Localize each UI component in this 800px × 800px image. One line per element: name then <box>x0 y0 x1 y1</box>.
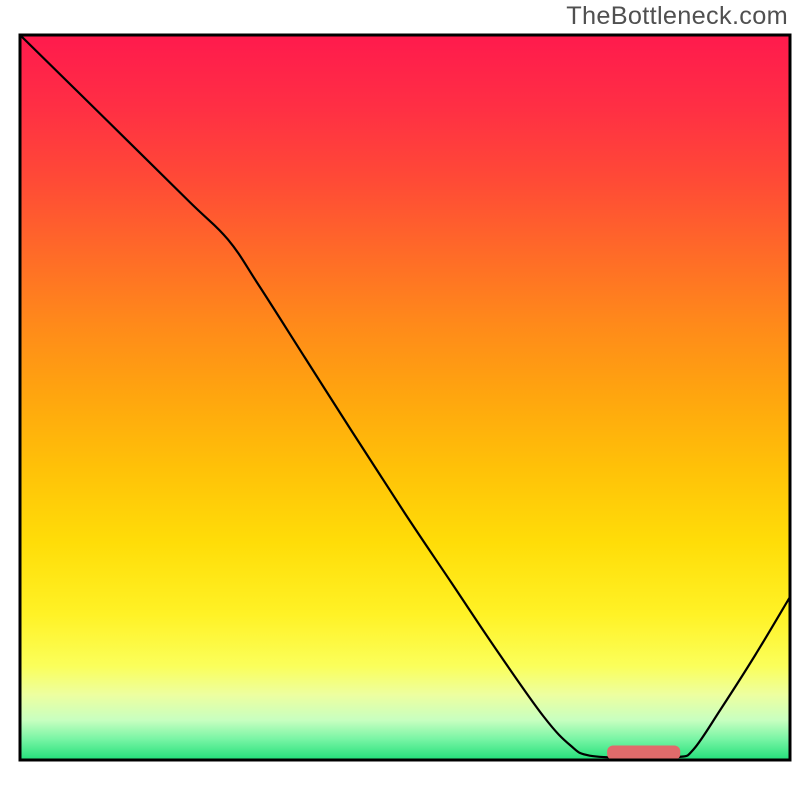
optimal-marker <box>607 746 680 761</box>
gradient-background <box>20 35 790 760</box>
bottleneck-chart <box>0 0 800 800</box>
plot-area <box>20 35 790 760</box>
watermark-text: TheBottleneck.com <box>566 2 788 31</box>
chart-root: TheBottleneck.com <box>0 0 800 800</box>
